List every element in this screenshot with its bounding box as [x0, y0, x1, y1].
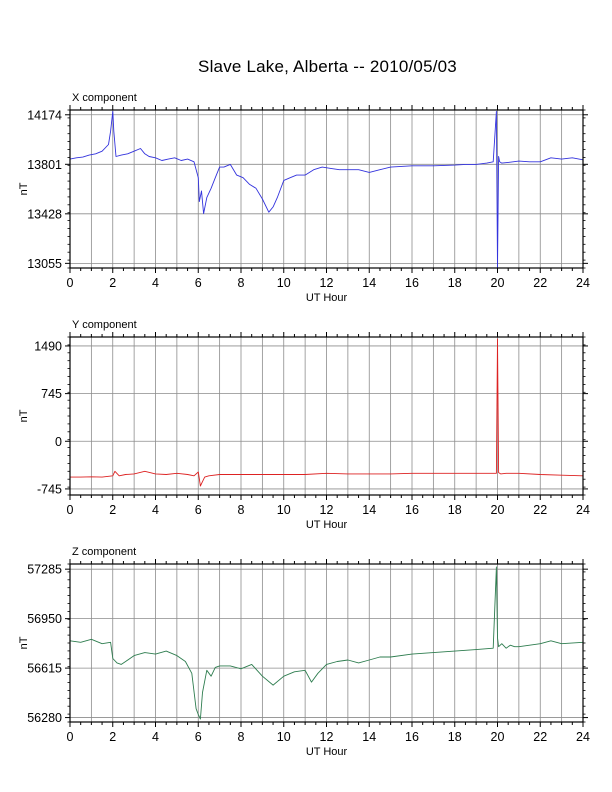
x-tick-label: 0: [67, 730, 74, 744]
x-axis-label: UT Hour: [306, 292, 348, 304]
x-tick-label: 20: [491, 730, 505, 744]
x-tick-label: 4: [152, 730, 159, 744]
y-tick-label: 745: [41, 387, 62, 401]
x-axis-label: UT Hour: [306, 746, 348, 758]
x-tick-label: 16: [405, 276, 419, 290]
x-tick-label: 6: [195, 276, 202, 290]
x-tick-label: 16: [405, 503, 419, 517]
x-tick-label: 18: [448, 730, 462, 744]
series-line: [70, 338, 584, 487]
series-line: [69, 110, 584, 269]
x-tick-label: 8: [238, 730, 245, 744]
x-tick-label: 12: [320, 503, 334, 517]
x-tick-label: 2: [109, 730, 116, 744]
y-tick-label: 56615: [27, 662, 62, 676]
y-axis-label: nT: [18, 182, 30, 195]
x-tick-label: 10: [277, 730, 291, 744]
x-tick-label: 18: [448, 276, 462, 290]
y-tick-label: 57285: [27, 563, 62, 577]
x-tick-label: 22: [533, 730, 547, 744]
x-tick-label: 8: [238, 503, 245, 517]
chart-title: Slave Lake, Alberta -- 2010/05/03: [198, 57, 457, 76]
x-tick-label: 0: [67, 503, 74, 517]
component-title: Z component: [72, 546, 136, 558]
y-tick-label: 56950: [27, 612, 62, 626]
x-tick-label: 14: [362, 730, 376, 744]
component-title: X component: [72, 92, 137, 104]
x-tick-label: 12: [320, 276, 334, 290]
y-tick-label: -745: [37, 482, 62, 496]
y-axis-label: nT: [18, 636, 30, 649]
y-axis-label: nT: [18, 409, 30, 422]
x-tick-label: 24: [576, 503, 590, 517]
component-title: Y component: [72, 319, 137, 331]
x-tick-label: 20: [491, 503, 505, 517]
x-tick-label: 24: [576, 276, 590, 290]
x-tick-label: 22: [533, 276, 547, 290]
y-tick-label: 13428: [27, 207, 62, 221]
x-tick-label: 4: [152, 276, 159, 290]
x-tick-label: 14: [362, 276, 376, 290]
x-tick-label: 10: [277, 276, 291, 290]
y-tick-label: 1490: [34, 339, 62, 353]
x-tick-label: 2: [109, 503, 116, 517]
x-tick-label: 8: [238, 276, 245, 290]
y-tick-label: 14174: [27, 108, 62, 122]
x-tick-label: 6: [195, 730, 202, 744]
x-tick-label: 20: [491, 276, 505, 290]
series-line: [69, 566, 584, 720]
x-tick-label: 4: [152, 503, 159, 517]
x-tick-label: 6: [195, 503, 202, 517]
x-tick-label: 2: [109, 276, 116, 290]
x-tick-label: 18: [448, 503, 462, 517]
y-tick-label: 56280: [27, 711, 62, 725]
x-tick-label: 0: [67, 276, 74, 290]
x-tick-label: 14: [362, 503, 376, 517]
y-tick-label: 13801: [27, 158, 62, 172]
x-tick-label: 24: [576, 730, 590, 744]
x-axis-label: UT Hour: [306, 519, 348, 531]
y-tick-label: 13055: [27, 257, 62, 271]
x-tick-label: 22: [533, 503, 547, 517]
x-tick-label: 12: [320, 730, 334, 744]
y-tick-label: 0: [55, 435, 62, 449]
x-tick-label: 10: [277, 503, 291, 517]
x-tick-label: 16: [405, 730, 419, 744]
